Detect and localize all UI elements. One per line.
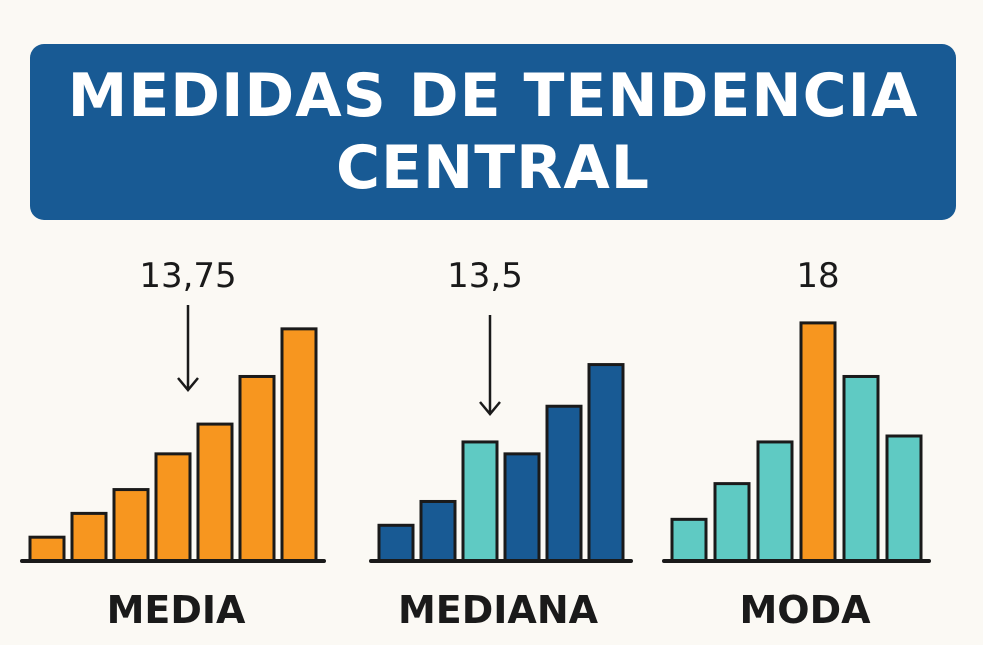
chart-moda: 18 MODA	[662, 256, 931, 632]
bar	[280, 327, 318, 563]
bar	[112, 488, 150, 563]
title-line-1: MEDIDAS DE TENDENCIA	[67, 61, 919, 131]
bar	[503, 452, 541, 563]
bar	[28, 535, 66, 563]
chart-label: MEDIA	[107, 588, 246, 632]
bar	[238, 374, 276, 563]
title-banner: MEDIDAS DE TENDENCIA CENTRAL	[30, 44, 956, 220]
bar	[885, 434, 923, 563]
arrow-head-icon	[177, 377, 199, 392]
bar	[419, 499, 457, 563]
bar	[196, 422, 234, 563]
annotation-value: 13,5	[447, 256, 523, 296]
chart-label: MEDIANA	[398, 588, 599, 632]
chart-mediana: 13,5 MEDIANA	[369, 256, 633, 632]
bar	[670, 517, 708, 563]
bar	[545, 404, 583, 563]
bar	[154, 452, 192, 563]
bar	[799, 321, 837, 563]
chart-media: 13,75 MEDIA	[20, 256, 326, 632]
bar	[461, 440, 499, 563]
bar	[842, 374, 880, 563]
bar	[713, 482, 751, 563]
arrow-head-icon	[479, 401, 501, 416]
bar	[377, 523, 415, 563]
bar	[587, 363, 625, 563]
chart-label: MODA	[739, 588, 871, 632]
bar	[70, 511, 108, 563]
annotation-value: 13,75	[139, 256, 236, 296]
annotation-value: 18	[796, 256, 839, 296]
title-line-2: CENTRAL	[335, 133, 651, 203]
bar	[756, 440, 794, 563]
